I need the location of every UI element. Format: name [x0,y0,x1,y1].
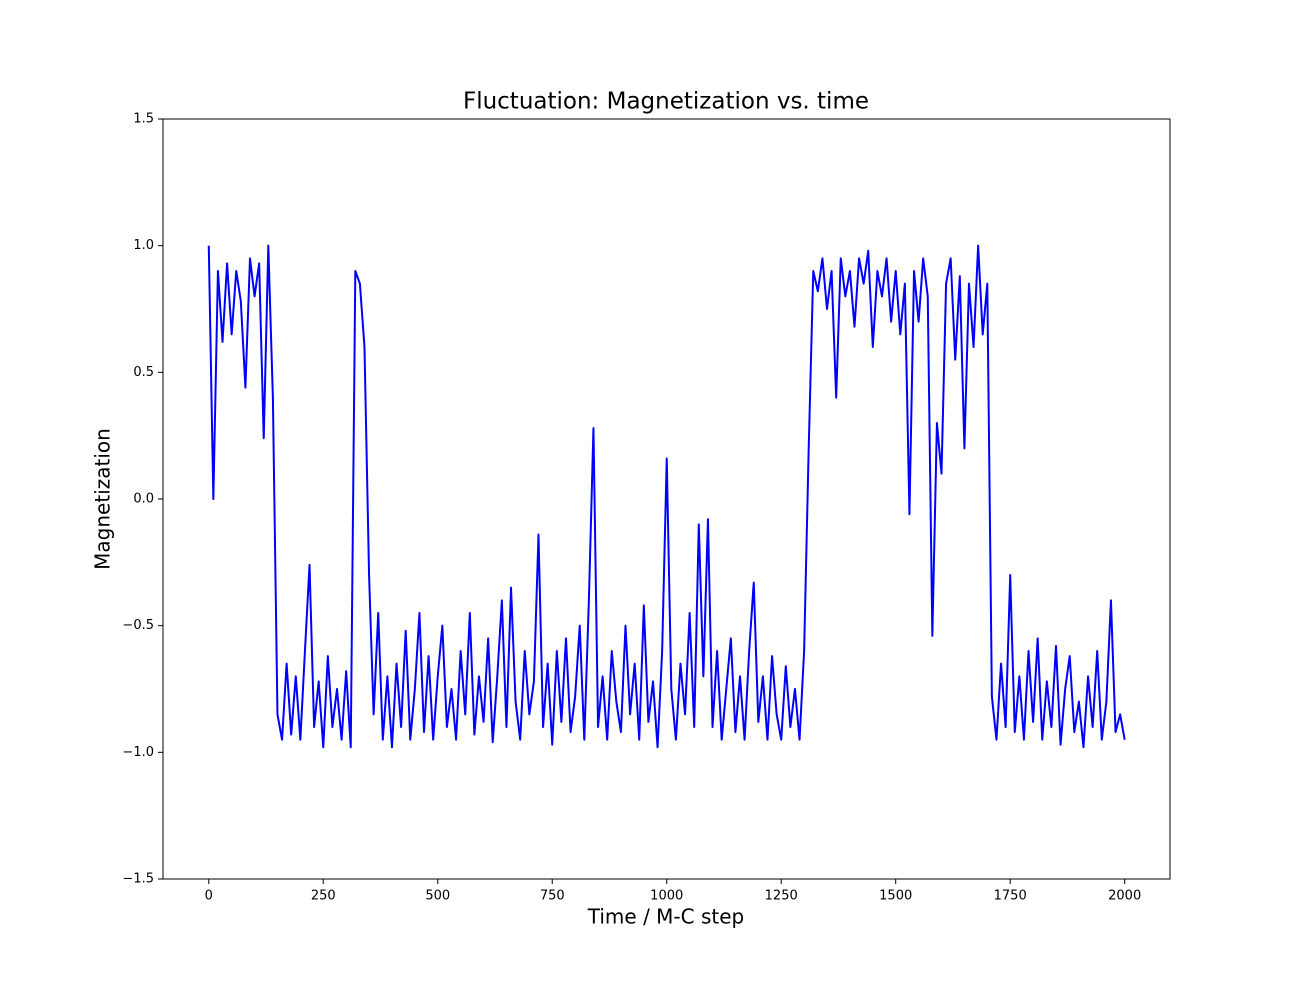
x-tick-label: 1250 [765,889,798,904]
y-tick-label: 0.0 [133,492,154,507]
y-tick-label: −1.5 [122,872,154,887]
x-axis-label: Time / M-C step [587,905,744,929]
y-tick-label: 1.5 [133,112,154,127]
x-tick-label: 0 [205,889,213,904]
x-tick-label: 250 [311,889,336,904]
chart-title: Fluctuation: Magnetization vs. time [463,89,869,115]
data-line [207,244,1126,749]
plot-frame [162,118,1171,880]
x-tick-label: 500 [425,889,450,904]
x-tick-label: 1750 [994,889,1027,904]
y-tick-label: 0.5 [133,365,154,380]
x-tick-label: 1500 [879,889,912,904]
y-tick-label: 1.0 [133,238,154,253]
y-tick-label: −0.5 [122,618,154,633]
y-tick-label: −1.0 [122,745,154,760]
x-tick-label: 2000 [1108,889,1141,904]
x-tick-label: 750 [540,889,565,904]
x-tick-label: 1000 [650,889,683,904]
y-axis-label: Magnetization [91,428,115,570]
